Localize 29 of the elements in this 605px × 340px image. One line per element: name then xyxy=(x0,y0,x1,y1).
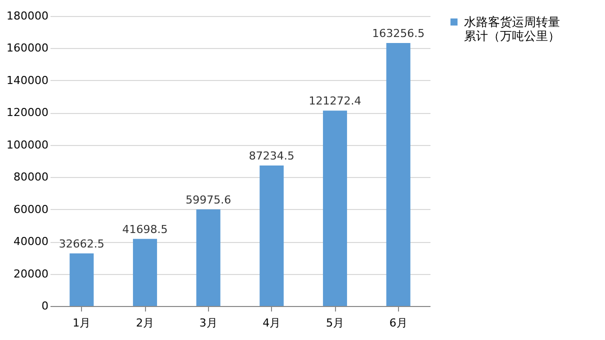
y-tick-label: 20000 xyxy=(14,267,48,280)
x-tick-label: 3月 xyxy=(199,316,218,330)
y-tick-label: 40000 xyxy=(14,235,48,248)
y-tick-label: 140000 xyxy=(6,74,48,87)
bar xyxy=(322,110,348,306)
bar xyxy=(260,165,284,306)
x-tick-label: 6月 xyxy=(389,316,408,330)
data-label: 121272.4 xyxy=(308,94,362,108)
y-tick-label: 100000 xyxy=(6,138,48,152)
data-label: 163256.5 xyxy=(372,26,425,40)
y-tick-label: 120000 xyxy=(6,106,48,120)
data-label: 32662.5 xyxy=(58,237,104,250)
x-tick-label: 1月 xyxy=(72,316,91,330)
legend-label: 水路客货运周转量累计（万吨公里） xyxy=(464,15,560,43)
x-tick-label: 4月 xyxy=(262,316,281,330)
y-tick-label: 0 xyxy=(42,300,48,312)
bar xyxy=(386,42,410,306)
bar xyxy=(70,253,94,306)
y-tick-label: 80000 xyxy=(14,170,48,184)
x-tick-label: 5月 xyxy=(326,316,344,330)
y-tick-label: 180000 xyxy=(6,10,48,22)
bar xyxy=(132,238,158,306)
data-label: 87234.5 xyxy=(248,149,294,162)
bar xyxy=(196,209,220,306)
x-tick-label: 2月 xyxy=(136,316,154,330)
data-label: 59975.6 xyxy=(186,193,232,206)
y-tick-label: 160000 xyxy=(6,42,48,55)
y-tick-label: 60000 xyxy=(14,202,48,216)
data-label: 41698.5 xyxy=(122,222,168,236)
